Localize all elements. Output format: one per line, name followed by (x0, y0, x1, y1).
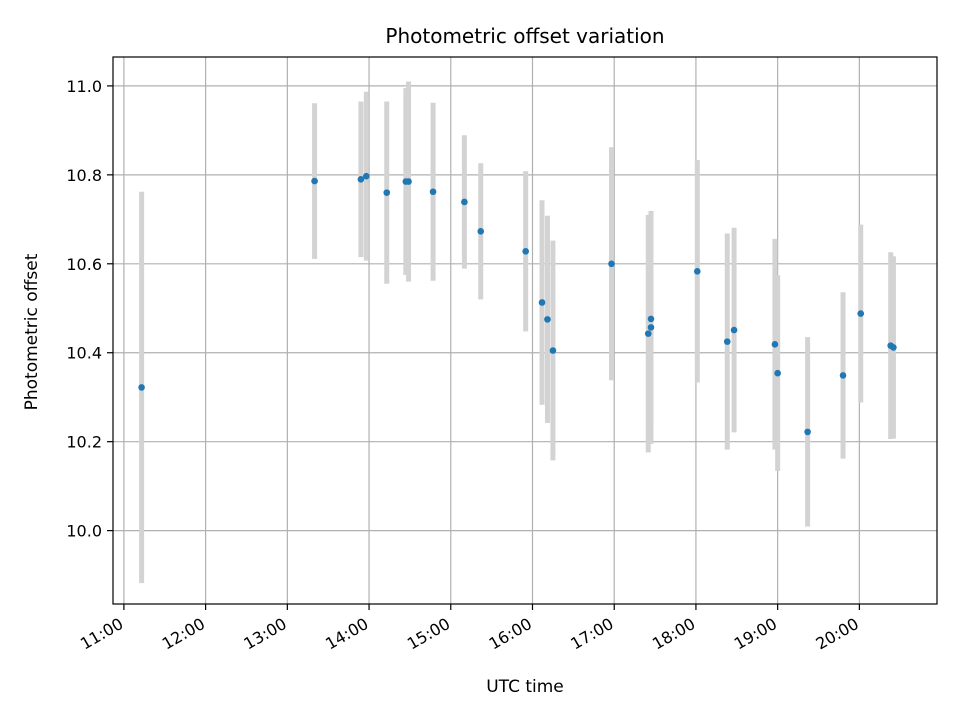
data-point (890, 344, 897, 351)
data-point (538, 299, 546, 306)
y-tick-label: 10.8 (66, 166, 102, 185)
plot-frame (112, 56, 938, 605)
data-point (363, 172, 370, 180)
data-point (839, 372, 847, 379)
y-axis-ticks: 10.0 10.2 10.4 10.6 10.8 11.0 (66, 77, 113, 541)
x-tick-label: 18:00 (649, 614, 698, 654)
data-point (311, 177, 318, 185)
data-point (608, 260, 615, 268)
x-tick-label: 12:00 (159, 614, 208, 654)
data-point (647, 315, 655, 323)
y-axis-label: Photometric offset (22, 253, 42, 410)
x-tick-label: 11:00 (77, 614, 126, 654)
x-tick-label: 16:00 (486, 614, 535, 654)
data-point (771, 340, 779, 348)
data-point (693, 268, 701, 275)
x-tick-label: 14:00 (322, 614, 371, 654)
x-tick-label: 15:00 (404, 614, 453, 654)
data-point (549, 347, 557, 354)
data-point (522, 248, 529, 255)
y-tick-label: 10.0 (66, 522, 102, 541)
data-point (138, 384, 145, 391)
data-point (804, 428, 811, 436)
x-tick-label: 20:00 (812, 614, 861, 654)
data-point (477, 228, 485, 235)
data-point (857, 310, 865, 317)
data-point (647, 324, 655, 331)
data-point (357, 175, 365, 183)
data-point (383, 189, 391, 196)
x-axis-ticks: 11:00 12:00 13:00 14:00 15:00 16:00 17:00 18:00… (77, 604, 862, 654)
data-point (774, 369, 781, 377)
x-axis-label: UTC time (486, 677, 564, 697)
data-point (429, 188, 437, 196)
data-point (723, 338, 731, 345)
y-tick-label: 10.6 (66, 255, 102, 274)
data-point (461, 198, 468, 206)
data-points (138, 172, 897, 436)
y-tick-label: 10.4 (66, 344, 102, 363)
y-tick-label: 10.2 (66, 433, 102, 452)
data-point (730, 326, 738, 334)
x-tick-label: 17:00 (567, 614, 616, 654)
data-point (544, 316, 551, 323)
x-tick-label: 19:00 (731, 614, 780, 654)
y-tick-label: 11.0 (66, 77, 102, 96)
data-point (405, 178, 412, 185)
data-point (644, 330, 652, 337)
error-bars (139, 81, 896, 584)
chart-title: Photometric offset variation (385, 24, 664, 48)
x-tick-label: 13:00 (240, 614, 289, 654)
